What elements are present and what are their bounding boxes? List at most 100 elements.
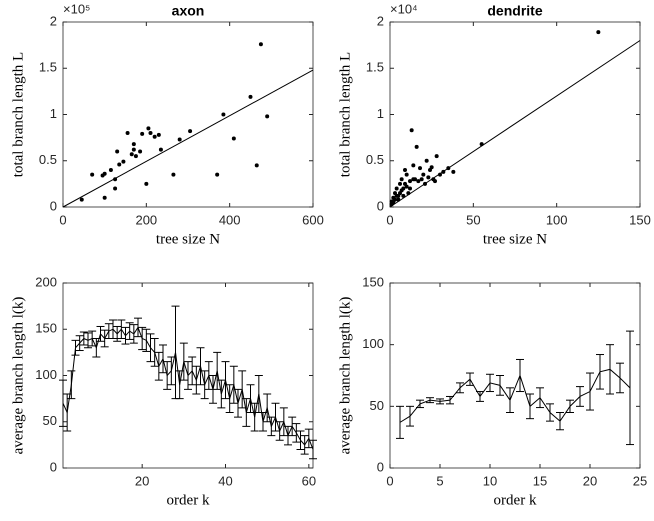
- x-axis-label: order k: [167, 492, 210, 508]
- data-point: [108, 168, 113, 172]
- data-point: [409, 128, 414, 133]
- data-point: [404, 172, 409, 177]
- data-point: [426, 175, 431, 180]
- data-point: [144, 181, 149, 186]
- data-point: [398, 181, 402, 186]
- data-point: [258, 42, 263, 47]
- y-tick-label: 2: [50, 13, 57, 28]
- data-point: [248, 94, 253, 99]
- data-point: [102, 195, 107, 200]
- data-point: [158, 147, 163, 152]
- x-tick-label: 200: [135, 212, 157, 227]
- x-tick-label: 20: [583, 473, 597, 488]
- data-point: [416, 179, 421, 184]
- data-point: [479, 142, 484, 147]
- y-exponent-label: ×10⁴: [390, 1, 418, 16]
- y-tick-label: 50: [43, 413, 57, 428]
- data-point: [265, 114, 270, 119]
- y-tick-label: 0: [50, 459, 57, 474]
- y-tick-label: 1.5: [366, 60, 384, 75]
- data-point: [401, 186, 406, 191]
- data-point: [394, 186, 399, 191]
- data-point: [433, 179, 437, 184]
- y-tick-label: 150: [35, 321, 57, 336]
- x-tick-label: 400: [219, 212, 241, 227]
- data-point: [138, 149, 143, 154]
- data-point: [152, 134, 157, 139]
- x-tick-label: 0: [386, 473, 393, 488]
- x-tick-label: 20: [135, 473, 149, 488]
- data-point: [131, 142, 136, 147]
- y-axis-label: average branch length l(k): [337, 297, 353, 455]
- x-axis-label: tree size N: [483, 231, 547, 247]
- chart-title: dendrite: [487, 3, 542, 19]
- x-axis-label: order k: [494, 492, 537, 508]
- data-point: [393, 197, 397, 202]
- x-tick-label: 5: [436, 473, 443, 488]
- y-tick-label: 1.5: [39, 60, 57, 75]
- y-tick-label: 0: [377, 459, 384, 474]
- data-point: [115, 149, 120, 154]
- data-point: [79, 197, 84, 202]
- data-point: [404, 184, 409, 189]
- data-point: [423, 181, 427, 186]
- data-point: [254, 163, 259, 168]
- x-tick-label: 40: [218, 473, 232, 488]
- data-point: [188, 129, 193, 134]
- data-point: [102, 171, 107, 176]
- data-point: [146, 126, 151, 131]
- data-point: [401, 193, 406, 198]
- y-tick-label: 0: [50, 198, 57, 213]
- y-tick-label: 50: [370, 398, 384, 413]
- y-tick-label: 1: [50, 106, 57, 121]
- x-tick-label: 0: [59, 212, 66, 227]
- y-tick-label: 150: [362, 274, 384, 289]
- data-point: [596, 30, 601, 35]
- y-axis-label: average branch length l(k): [10, 297, 26, 455]
- x-tick-label: 15: [533, 473, 547, 488]
- y-tick-label: 2: [377, 13, 384, 28]
- data-point: [221, 112, 226, 117]
- data-point: [140, 131, 145, 136]
- fit-line: [62, 69, 314, 208]
- x-tick-label: 100: [546, 212, 568, 227]
- y-axis-label: total branch length L: [337, 52, 353, 177]
- y-tick-label: 0.5: [39, 152, 57, 167]
- data-point: [414, 144, 419, 149]
- data-point: [171, 172, 176, 177]
- data-point: [403, 168, 407, 172]
- y-tick-label: 1: [377, 106, 384, 121]
- data-point: [125, 131, 130, 135]
- mean-line: [399, 368, 631, 423]
- data-point: [418, 166, 422, 171]
- data-point: [148, 131, 153, 135]
- data-point: [396, 197, 401, 202]
- data-point: [411, 163, 416, 168]
- fit-line: [389, 40, 641, 208]
- data-point: [446, 166, 451, 171]
- data-point: [451, 169, 456, 174]
- x-tick-label: 10: [483, 473, 497, 488]
- data-point: [133, 154, 138, 159]
- data-point: [113, 177, 118, 182]
- data-point: [434, 154, 439, 159]
- y-axis-label: total branch length L: [10, 52, 26, 177]
- data-point: [408, 186, 412, 191]
- data-point: [177, 137, 182, 142]
- data-point: [408, 179, 412, 184]
- data-point: [429, 165, 434, 170]
- y-tick-label: 0: [377, 198, 384, 213]
- data-point: [441, 169, 446, 174]
- axes-frame: [389, 282, 641, 469]
- data-point: [90, 172, 95, 177]
- x-tick-label: 25: [633, 473, 647, 488]
- data-point: [406, 191, 411, 196]
- y-tick-label: 0.5: [366, 152, 384, 167]
- data-point: [399, 177, 404, 182]
- data-point: [215, 172, 220, 177]
- x-tick-label: 0: [386, 212, 393, 227]
- y-tick-label: 200: [35, 274, 57, 289]
- x-tick-label: 60: [302, 473, 316, 488]
- x-axis-label: tree size N: [156, 231, 220, 247]
